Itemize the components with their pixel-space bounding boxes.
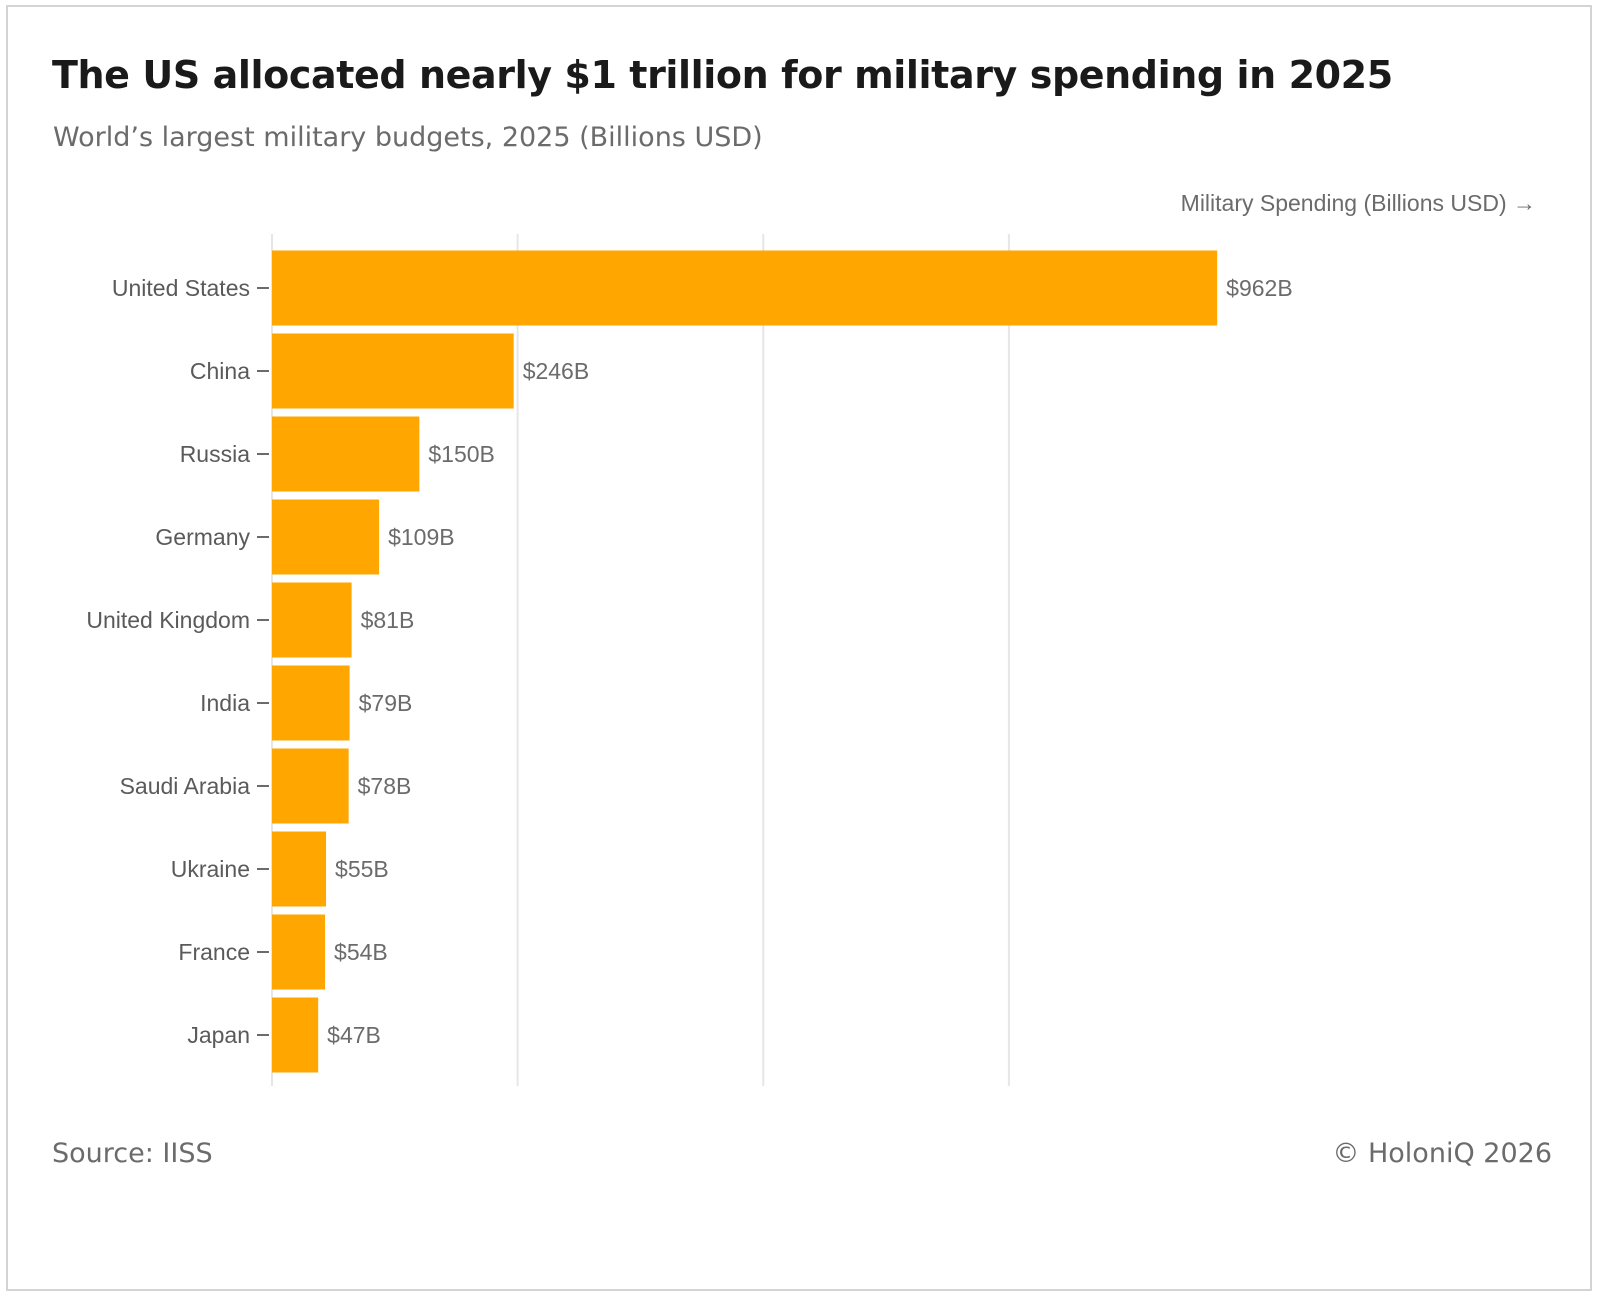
bar-9[interactable] <box>272 997 319 1073</box>
y-tick-label-7: Ukraine <box>171 856 250 882</box>
data-label-8: $54B <box>334 939 388 965</box>
y-tick-label-6: Saudi Arabia <box>120 773 251 799</box>
bar-7[interactable] <box>272 831 327 907</box>
data-label-5: $79B <box>359 690 413 716</box>
bars: United States $962B China $246B Russia $150B G… <box>86 250 1293 1073</box>
copyright-note: © HoloniQ 2026 <box>1332 1138 1552 1169</box>
data-label-1: $246B <box>523 358 590 384</box>
data-label-6: $78B <box>358 773 412 799</box>
bar-1[interactable] <box>272 333 514 409</box>
bar-3[interactable] <box>272 499 380 575</box>
y-tick-label-5: India <box>200 690 250 716</box>
bar-2[interactable] <box>272 416 420 492</box>
y-tick-label-1: China <box>190 358 250 384</box>
data-label-2: $150B <box>428 441 495 467</box>
data-label-0: $962B <box>1226 275 1293 301</box>
bar-8[interactable] <box>272 914 326 990</box>
data-label-4: $81B <box>361 607 415 633</box>
y-tick-label-4: United Kingdom <box>86 607 250 633</box>
source-note: Source: IISS <box>52 1138 213 1169</box>
data-label-7: $55B <box>335 856 389 882</box>
chart-card <box>6 5 1592 1291</box>
data-label-9: $47B <box>327 1022 381 1048</box>
y-tick-label-8: France <box>178 939 250 965</box>
bar-0[interactable] <box>272 250 1218 326</box>
data-label-3: $109B <box>388 524 455 550</box>
bar-5[interactable] <box>272 665 350 741</box>
bar-4[interactable] <box>272 582 352 658</box>
y-tick-label-9: Japan <box>187 1022 250 1048</box>
y-tick-label-3: Germany <box>155 524 250 550</box>
y-tick-label-0: United States <box>112 275 250 301</box>
chart-title: The US allocated nearly $1 trillion for … <box>52 53 1393 97</box>
bar-6[interactable] <box>272 748 349 824</box>
x-axis-title: Military Spending (Billions USD) → <box>1181 190 1536 216</box>
chart-subtitle: World’s largest military budgets, 2025 (… <box>53 122 763 153</box>
y-tick-label-2: Russia <box>180 441 251 467</box>
